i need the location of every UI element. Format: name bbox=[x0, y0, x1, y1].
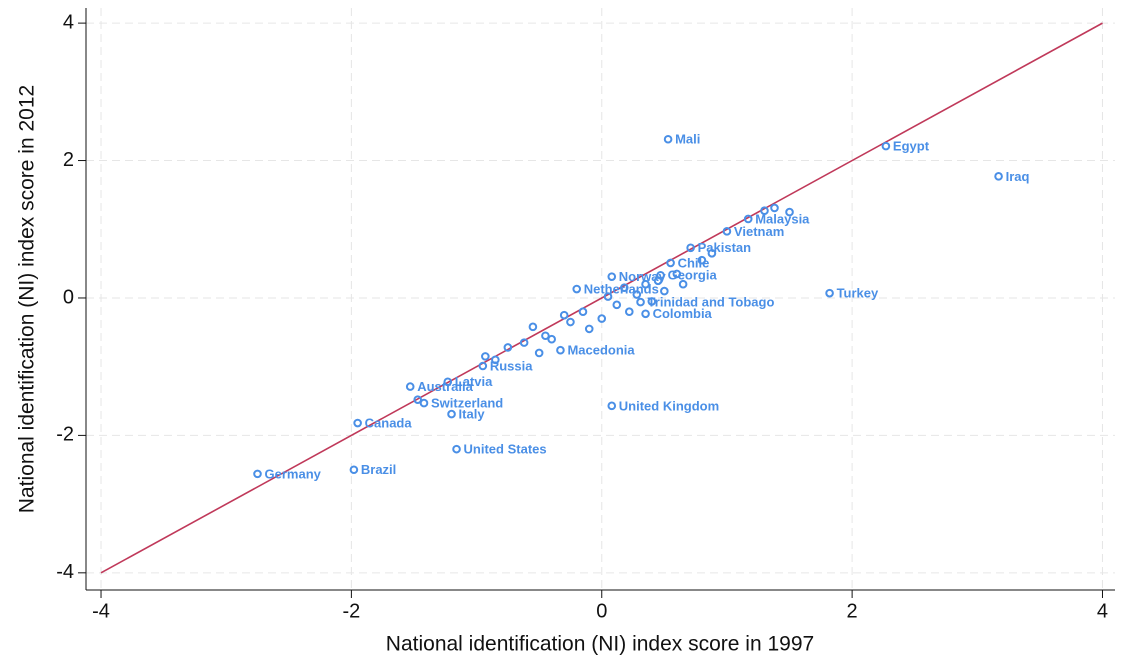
point bbox=[785, 207, 794, 217]
point-label: Egypt bbox=[893, 139, 930, 154]
point-label: United Kingdom bbox=[619, 398, 719, 413]
point bbox=[607, 401, 617, 411]
point bbox=[632, 290, 642, 299]
x-tick-label: 4 bbox=[1097, 600, 1108, 622]
point-label: Pakistan bbox=[698, 240, 752, 255]
x-tick-label: -2 bbox=[342, 600, 360, 622]
point bbox=[641, 279, 650, 289]
point bbox=[353, 418, 362, 428]
point-label: Macedonia bbox=[567, 343, 635, 358]
y-tick-label: -4 bbox=[56, 561, 74, 583]
point-label: Switzerland bbox=[431, 396, 503, 411]
y-tick-label: 4 bbox=[63, 11, 74, 33]
point-label: Australia bbox=[417, 379, 473, 394]
point bbox=[663, 134, 673, 144]
point bbox=[672, 269, 682, 279]
point bbox=[881, 141, 891, 151]
point-label: Trinidad and Tobago bbox=[648, 295, 775, 310]
point bbox=[541, 331, 550, 341]
y-tick-label: 2 bbox=[63, 149, 74, 171]
point bbox=[559, 310, 569, 320]
point-label: Brazil bbox=[361, 462, 396, 477]
point bbox=[597, 314, 607, 323]
point bbox=[624, 307, 634, 317]
x-axis-title: National identification (NI) index score… bbox=[386, 633, 814, 656]
point bbox=[660, 286, 669, 296]
y-tick-label: 0 bbox=[63, 286, 74, 308]
point bbox=[556, 345, 565, 355]
point bbox=[481, 352, 490, 361]
point-label: Chile bbox=[678, 255, 710, 270]
y-axis-title: National identification (NI) index score… bbox=[16, 85, 39, 513]
point bbox=[607, 272, 617, 281]
point bbox=[647, 297, 657, 306]
point bbox=[722, 227, 732, 236]
point bbox=[478, 361, 488, 371]
point-label: United States bbox=[464, 442, 547, 457]
point bbox=[443, 377, 453, 387]
x-tick-label: 0 bbox=[596, 600, 607, 622]
point bbox=[760, 206, 769, 216]
point bbox=[636, 297, 645, 307]
point bbox=[743, 214, 753, 224]
point bbox=[653, 276, 663, 286]
point bbox=[419, 398, 429, 408]
y-tick-label: -2 bbox=[56, 424, 74, 446]
point bbox=[994, 172, 1003, 181]
x-tick-label: 2 bbox=[847, 600, 858, 622]
point bbox=[578, 307, 588, 317]
point bbox=[825, 288, 834, 298]
x-tick-label: -4 bbox=[92, 600, 110, 622]
point bbox=[566, 317, 575, 327]
reference-line bbox=[100, 22, 1103, 574]
point bbox=[447, 409, 456, 419]
point bbox=[405, 382, 415, 391]
point bbox=[707, 249, 717, 258]
point bbox=[572, 284, 582, 294]
point bbox=[253, 469, 262, 479]
point-label: Iraq bbox=[1006, 169, 1030, 184]
point bbox=[519, 338, 529, 347]
point bbox=[603, 292, 613, 301]
point bbox=[534, 348, 544, 358]
point bbox=[686, 243, 695, 253]
point-label: Mali bbox=[675, 132, 700, 147]
point bbox=[584, 324, 594, 334]
point-label: Malaysia bbox=[755, 211, 810, 226]
point-label: Russia bbox=[490, 358, 533, 373]
point bbox=[641, 309, 650, 319]
point bbox=[666, 258, 675, 268]
point bbox=[413, 395, 423, 404]
point bbox=[349, 465, 359, 475]
point bbox=[528, 322, 538, 332]
point bbox=[612, 300, 622, 310]
point bbox=[678, 279, 688, 289]
point-label: Colombia bbox=[653, 306, 713, 321]
point bbox=[770, 203, 779, 213]
point bbox=[503, 343, 513, 352]
point-label: Vietnam bbox=[734, 224, 784, 239]
point bbox=[452, 444, 461, 454]
point-label: Germany bbox=[265, 466, 322, 481]
point-label: Italy bbox=[459, 407, 486, 422]
point bbox=[491, 355, 500, 365]
point-label: Canada bbox=[365, 415, 413, 430]
point-label: Georgia bbox=[668, 268, 718, 283]
point-label: Latvia bbox=[455, 374, 493, 389]
point bbox=[697, 255, 707, 265]
point-label: Turkey bbox=[837, 286, 879, 301]
point bbox=[547, 334, 556, 344]
point bbox=[619, 283, 629, 292]
